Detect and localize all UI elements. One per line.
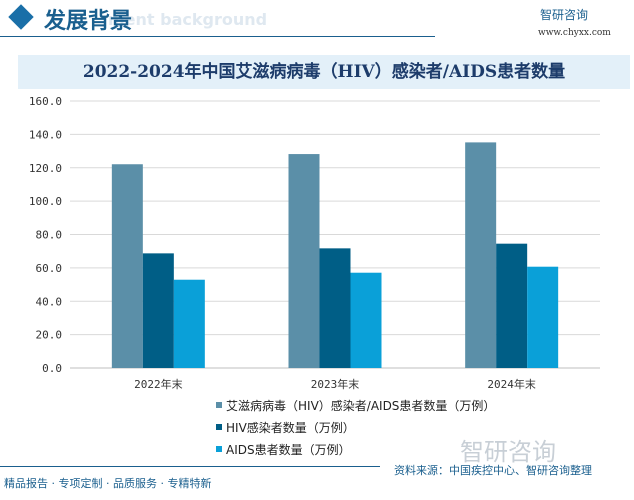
bar-chart: 0.0 20.0 40.0 60.0 80.0 100.0 120.0 140.0 160.0 2… bbox=[29, 95, 600, 391]
legend-label: 艾滋病病毒（HIV）感染者/AIDS患者数量（万例） bbox=[226, 398, 496, 413]
chart-title: 2022-2024年中国艾滋病病毒（HIV）感染者/AIDS患者数量 bbox=[18, 55, 630, 89]
header-title: 发展背景 bbox=[44, 8, 133, 34]
y-tick-label: 40.0 bbox=[36, 295, 63, 308]
legend-swatch bbox=[216, 424, 222, 430]
y-tick-label: 100.0 bbox=[29, 195, 62, 208]
bar bbox=[111, 164, 143, 368]
x-tick-label: 2023年末 bbox=[311, 377, 360, 391]
source-note: 资料来源：中国疾控中心、智研咨询整理 bbox=[394, 464, 592, 477]
legend-item-aids: AIDS患者数量（万例） bbox=[216, 438, 495, 460]
header-divider bbox=[0, 36, 435, 37]
brand-logo: 智研咨询 bbox=[540, 8, 589, 22]
y-tick-label: 60.0 bbox=[36, 262, 63, 275]
bar bbox=[288, 154, 320, 368]
header-subtitle: ment background bbox=[108, 10, 268, 29]
bar bbox=[527, 266, 559, 368]
footer-slogan: 精品报告 · 专项定制 · 品质服务 · 专精特新 bbox=[4, 477, 212, 490]
y-tick-label: 80.0 bbox=[36, 229, 63, 242]
legend: 艾滋病病毒（HIV）感染者/AIDS患者数量（万例） HIV感染者数量（万例） … bbox=[216, 394, 495, 460]
y-tick-label: 140.0 bbox=[29, 128, 62, 141]
watermark-logo: 智研咨询 bbox=[460, 438, 556, 466]
legend-item-total: 艾滋病病毒（HIV）感染者/AIDS患者数量（万例） bbox=[216, 394, 495, 416]
legend-swatch bbox=[216, 446, 222, 452]
y-tick-label: 120.0 bbox=[29, 162, 62, 175]
bar bbox=[173, 279, 205, 368]
y-tick-label: 160.0 bbox=[29, 95, 62, 108]
bar bbox=[496, 243, 528, 368]
bar bbox=[142, 253, 174, 368]
legend-item-hiv: HIV感染者数量（万例） bbox=[216, 416, 495, 438]
bar bbox=[350, 272, 382, 368]
legend-label: HIV感染者数量（万例） bbox=[226, 420, 355, 435]
legend-label: AIDS患者数量（万例） bbox=[226, 442, 351, 457]
x-tick-label: 2024年末 bbox=[487, 377, 536, 391]
y-tick-label: 20.0 bbox=[36, 329, 63, 342]
bar bbox=[465, 142, 497, 368]
bar bbox=[319, 248, 351, 368]
brand-url: www.chyxx.com bbox=[538, 28, 611, 38]
y-tick-label: 0.0 bbox=[42, 362, 62, 375]
legend-swatch bbox=[216, 402, 222, 408]
footer-divider bbox=[0, 466, 380, 467]
x-tick-label: 2022年末 bbox=[134, 377, 183, 391]
